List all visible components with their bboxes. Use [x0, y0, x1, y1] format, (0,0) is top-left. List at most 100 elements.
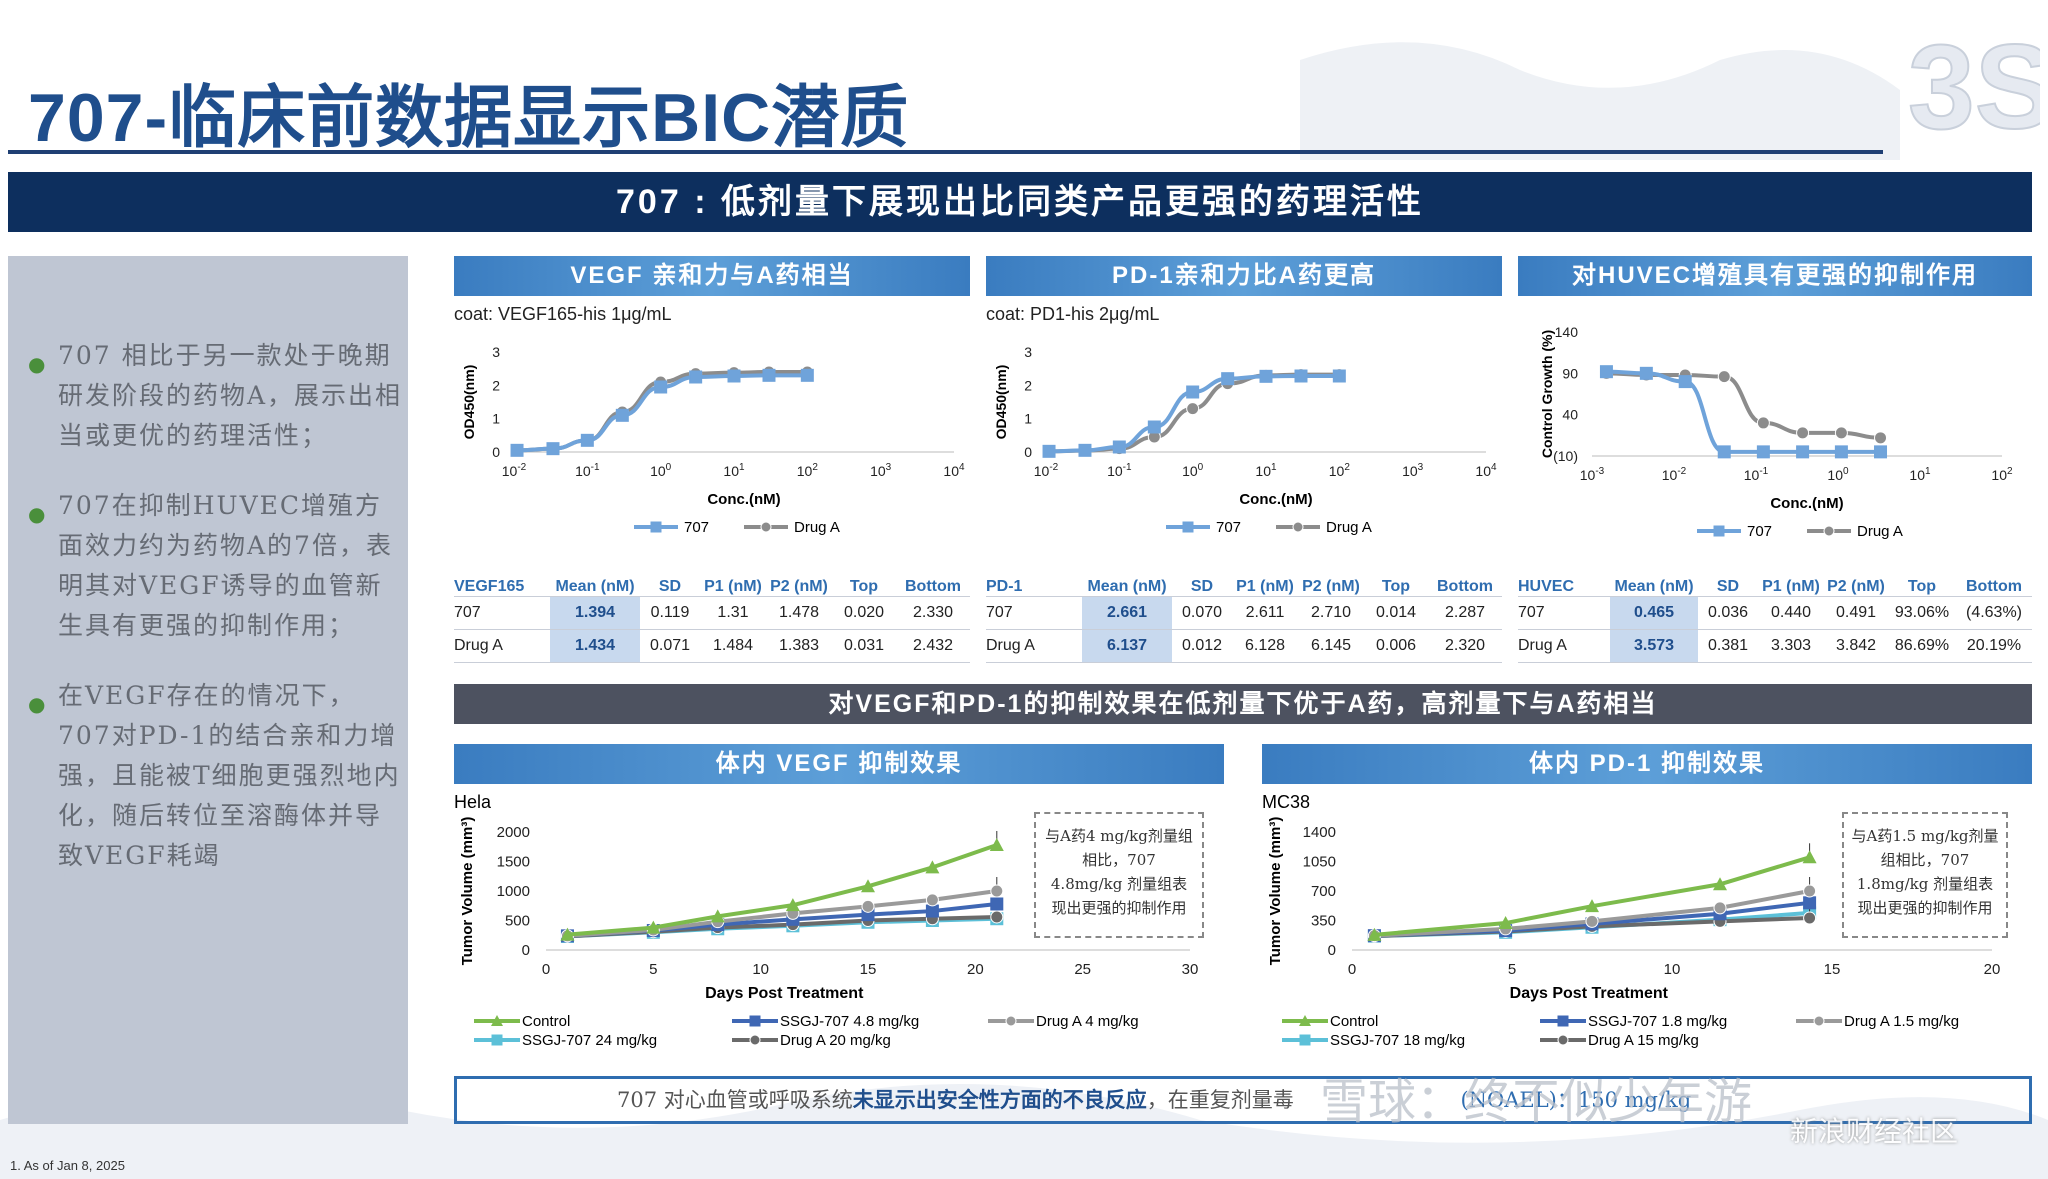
table-row: Drug A 6.137 0.012 6.128 6.145 0.006 2.3…: [986, 629, 1502, 663]
tick-label: 10: [752, 961, 769, 978]
legend-label: Drug A 15 mg/kg: [1588, 1032, 1699, 1049]
note-line: 相比，707: [1082, 851, 1156, 869]
data-point: [749, 1015, 761, 1027]
table-cell: 0.014: [1364, 596, 1428, 630]
table-cell: 2.287: [1428, 596, 1502, 630]
tick-label: 15: [860, 961, 877, 978]
data-point: [1186, 385, 1200, 399]
note-line: 现出更强的抑制作用: [1051, 899, 1187, 917]
tick-label: 10-3: [1580, 466, 1605, 483]
tick-label: 20: [967, 961, 984, 978]
data-point: [1005, 1015, 1017, 1027]
tick-label: 101: [1255, 462, 1277, 479]
legend-label: SSGJ-707 18 mg/kg: [1330, 1032, 1465, 1049]
data-point: [1803, 884, 1817, 898]
data-point: [650, 521, 662, 533]
tick-label: 100: [1182, 462, 1204, 479]
table-cell: 1.484: [700, 629, 766, 663]
data-point: [1299, 1034, 1311, 1046]
tick-label: 5: [1508, 961, 1516, 978]
safety-highlight: 未显示出安全性方面的不良反应: [852, 1087, 1147, 1112]
safety-statement: 707 对心血管或呼吸系统未显示出安全性方面的不良反应，在重复剂量毒 (NOAE…: [454, 1076, 2032, 1124]
tick-label: 1000: [497, 883, 530, 900]
data-point: [1221, 372, 1235, 386]
tick-label: 1400: [1303, 824, 1336, 841]
tick-label: 2: [1024, 377, 1032, 393]
data-point: [1112, 440, 1126, 454]
bullet-dot-icon: ●: [28, 352, 48, 376]
vegf-affinity-header: VEGF 亲和力与A药相当: [454, 256, 970, 296]
table-header-row: PD-1 Mean (nM) SD P1 (nM) P2 (nM) Top Bo…: [986, 554, 1502, 597]
title-divider: [8, 150, 1883, 154]
data-point: [1557, 1015, 1569, 1027]
table-cell: 1.31: [700, 596, 766, 630]
data-point: [1182, 521, 1194, 533]
legend-label: 707: [684, 519, 709, 536]
legend-label: Drug A: [794, 519, 840, 536]
data-point: [1756, 416, 1770, 430]
data-point: [1756, 445, 1770, 459]
tick-label: (10): [1553, 448, 1578, 464]
table-cell: 0.071: [640, 629, 700, 663]
tick-label: 10-1: [1744, 466, 1769, 483]
data-point: [1823, 525, 1835, 537]
table-header: P2 (nM): [1827, 578, 1885, 595]
legend-label: Drug A: [1326, 519, 1372, 536]
table-header: SD: [658, 578, 682, 595]
tick-label: 40: [1562, 407, 1578, 423]
watermark-xueqiu: 雪球：终不似少年游: [1320, 1076, 1753, 1129]
in-vivo-vegf-chart: Hela 0 5 10 15 20 25 30 0 500 1000 1500 2000 Days Pos…: [454, 792, 1198, 1049]
x-axis-label: Conc.(nM): [1239, 491, 1312, 508]
data-point: [491, 1015, 503, 1026]
data-point: [491, 1034, 503, 1046]
huvec-header: 对HUVEC增殖具有更强的抑制作用: [1518, 256, 2032, 296]
table-cell: 0.012: [1172, 629, 1232, 663]
table-header: SD: [1190, 578, 1214, 595]
tick-label: 2: [492, 377, 500, 393]
data-point: [646, 920, 661, 934]
table-header: PD-1: [986, 578, 1023, 595]
data-point: [560, 927, 575, 941]
in-vivo-pd1-header: 体内 PD-1 抑制效果: [1262, 744, 2032, 784]
tick-label: 100: [650, 462, 672, 479]
data-point: [990, 897, 1004, 911]
pd1-coat-label: coat: PD1-his 2μg/mL: [986, 304, 1160, 324]
table-cell: 0.440: [1758, 596, 1824, 630]
table-row: 707 0.465 0.036 0.440 0.491 93.06% (4.63…: [1518, 596, 2032, 630]
tick-label: 102: [797, 462, 819, 479]
pd1-affinity-header: PD-1亲和力比A药更高: [986, 256, 1502, 296]
table-row: 707 2.661 0.070 2.611 2.710 0.014 2.287: [986, 596, 1502, 630]
tick-label: 1050: [1303, 854, 1336, 871]
x-axis-label: Conc.(nM): [707, 491, 780, 508]
x-axis-label: Conc.(nM): [1770, 495, 1843, 512]
data-point: [1557, 1034, 1569, 1046]
legend-label: Control: [522, 1013, 570, 1030]
table-cell: 0.491: [1824, 596, 1888, 630]
table-header: P1 (nM): [704, 578, 762, 595]
bullet-text: 707 相比于另一款处于晚期研发阶段的药物A，展示出相当或更优的药理活性；: [58, 341, 403, 450]
bullet-text: 707在抑制HUVEC增殖方面效力约为药物A的7倍，表明其对VEGF诱导的血管新…: [58, 491, 393, 640]
legend-label: Drug A 1.5 mg/kg: [1844, 1013, 1959, 1030]
table-cell: 0.006: [1364, 629, 1428, 663]
y-axis-label: OD450(nm): [461, 365, 477, 440]
data-point: [1717, 370, 1731, 384]
table-cell: 2.661: [1082, 596, 1172, 630]
data-point: [689, 370, 703, 384]
data-point: [989, 837, 1004, 851]
legend-label: Control: [1330, 1013, 1378, 1030]
table-cell: 0.020: [832, 596, 896, 630]
table-cell: 0.036: [1698, 596, 1758, 630]
bullet-dot-icon: ●: [28, 502, 48, 526]
data-point: [1796, 445, 1810, 459]
data-point: [760, 521, 772, 533]
data-point: [727, 369, 741, 383]
table-cell: 86.69%: [1888, 629, 1956, 663]
tick-label: 10: [1664, 961, 1681, 978]
data-point: [1585, 914, 1599, 928]
pd1-binding-chart: 10-2 10-1 100 101 102 103 104 0 1 2 3 Conc.(nM) OD45…: [993, 344, 1497, 536]
tick-label: 5: [649, 961, 657, 978]
company-logo: 3S: [1907, 19, 2040, 155]
table-header: Bottom: [1966, 578, 2022, 595]
table-header: Bottom: [905, 578, 961, 595]
bullet-item: ● 707在抑制HUVEC增殖方面效力约为药物A的7倍，表明其对VEGF诱导的血管…: [28, 486, 408, 646]
